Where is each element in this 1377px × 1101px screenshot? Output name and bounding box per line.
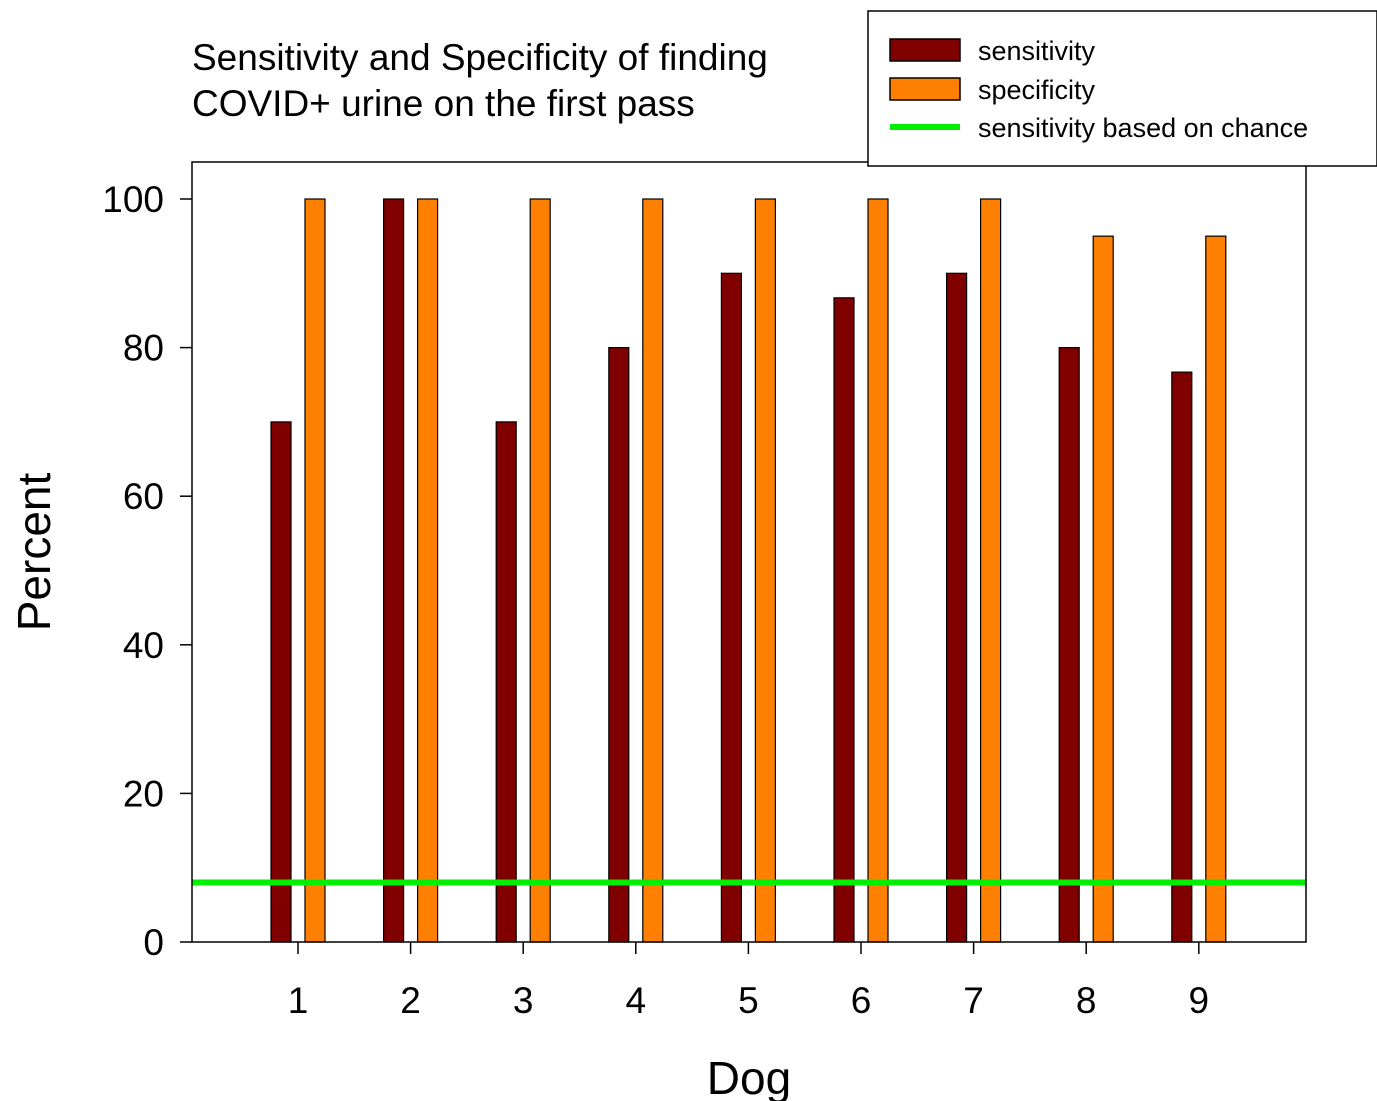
y-tick-label-40: 40: [123, 625, 164, 666]
bar-sensitivity-dog-2: [383, 198, 405, 943]
x-tick-label-4: 4: [626, 980, 647, 1021]
plot-frame: [191, 161, 1307, 943]
y-axis-title: Percent: [8, 473, 60, 632]
bar-sensitivity-dog-6: [833, 297, 855, 943]
x-tick-label-9: 9: [1189, 980, 1210, 1021]
x-tick-label-3: 3: [513, 980, 534, 1021]
bar-sensitivity-dog-9: [1171, 371, 1193, 943]
legend: sensitivity specificity sensitivity base…: [867, 10, 1377, 167]
x-tick-label-1: 1: [288, 980, 309, 1021]
bar-specificity-dog-7: [979, 198, 1002, 943]
x-tick-label-8: 8: [1076, 980, 1097, 1021]
y-tick-label-80: 80: [123, 328, 164, 369]
x-axis-title: Dog: [707, 1052, 791, 1101]
chart-title: Sensitivity and Specificity of finding C…: [192, 37, 768, 124]
chart-title-line-2: COVID+ urine on the first pass: [192, 83, 695, 124]
y-axis: 0 20 40 60 80 100: [102, 179, 192, 963]
x-tick-label-5: 5: [738, 980, 759, 1021]
bar-sensitivity-dog-5: [720, 272, 743, 943]
bar-sensitivity-dog-4: [608, 347, 630, 943]
bar-specificity-dog-1: [304, 198, 326, 943]
x-tick-label-6: 6: [851, 980, 872, 1021]
bar-sensitivity-dog-3: [495, 421, 517, 943]
bar-specificity-dog-8: [1092, 235, 1114, 943]
chart-title-line-1: Sensitivity and Specificity of finding: [192, 37, 768, 78]
bar-specificity-dog-6: [867, 198, 889, 943]
bar-specificity-dog-4: [642, 198, 664, 943]
bar-specificity-dog-2: [417, 198, 439, 943]
legend-label-specificity: specificity: [978, 75, 1096, 105]
bar-sensitivity-dog-7: [945, 272, 968, 943]
x-axis: 1 2 3 4 5 6 7 8 9: [288, 942, 1209, 1021]
legend-swatch-specificity: [889, 77, 961, 101]
y-tick-label-0: 0: [143, 922, 164, 963]
x-tick-label-2: 2: [400, 980, 421, 1021]
legend-label-sensitivity: sensitivity: [978, 36, 1096, 66]
legend-swatch-sensitivity: [889, 38, 961, 62]
bar-specificity-dog-9: [1205, 235, 1227, 943]
y-tick-label-60: 60: [123, 476, 164, 517]
bar-sensitivity-dog-1: [270, 421, 292, 943]
legend-label-chance: sensitivity based on chance: [978, 113, 1308, 143]
x-tick-label-7: 7: [963, 980, 984, 1021]
bar-specificity-dog-3: [529, 198, 551, 943]
y-tick-label-100: 100: [102, 179, 164, 220]
bar-sensitivity-dog-8: [1058, 347, 1080, 943]
y-tick-label-20: 20: [123, 773, 164, 814]
bar-specificity-dog-5: [754, 198, 777, 943]
bars-layer: [270, 198, 1227, 943]
